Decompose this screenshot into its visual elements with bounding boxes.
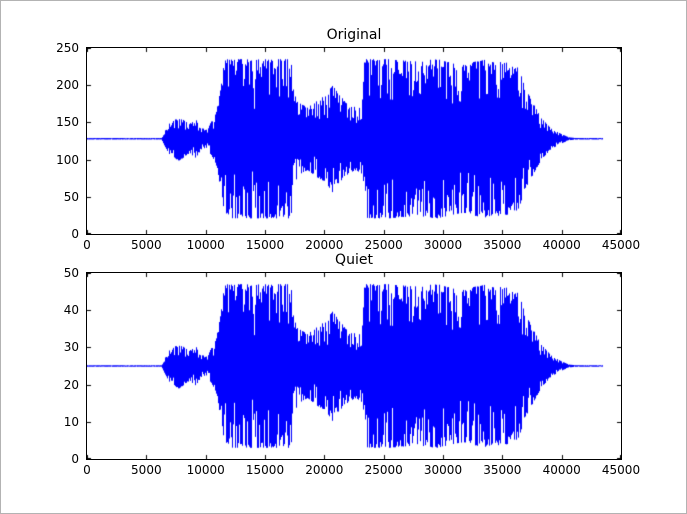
x-tick-label: 15000 [245,238,285,252]
y-tick-label: 50 [63,266,79,280]
x-tick-label: 45000 [601,463,641,477]
x-tick-label: 35000 [483,238,522,252]
x-tick-label: 40000 [542,238,581,252]
x-tick-label: 30000 [423,463,463,477]
x-tick-label: 25000 [364,463,403,477]
x-tick-label: 30000 [423,238,463,252]
y-tick-label: 40 [63,303,79,318]
y-tick-label: 50 [63,189,79,204]
axes-frame-quiet [86,272,622,460]
x-tick-label: 0 [83,463,91,477]
y-tick-label: 200 [56,78,79,93]
x-tick-label: 10000 [186,238,225,252]
waveform-canvas-original [87,48,621,234]
plot-title-quiet: Quiet [335,252,373,268]
axes-frame-original [86,47,622,235]
y-tick-label: 30 [63,340,79,355]
x-tick-label: 20000 [305,238,344,252]
x-tick-label: 20000 [305,463,344,477]
y-tick-label: 20 [63,377,79,392]
x-tick-label: 5000 [131,463,162,477]
x-tick-label: 45000 [601,238,641,252]
plot-title-original: Original [326,27,382,43]
y-tick-label: 0 [71,227,79,241]
y-tick-label: 0 [71,452,79,466]
y-tick-label: 150 [56,115,79,130]
x-tick-label: 35000 [483,463,522,477]
x-tick-label: 10000 [186,463,225,477]
y-tick-label: 250 [56,41,79,55]
x-tick-label: 15000 [245,463,285,477]
x-tick-label: 25000 [364,238,403,252]
waveform-canvas-quiet [87,273,621,459]
x-tick-label: 0 [83,238,91,252]
x-tick-label: 5000 [131,238,162,252]
x-tick-label: 40000 [542,463,581,477]
y-tick-label: 10 [63,414,79,429]
y-tick-label: 100 [56,152,79,167]
